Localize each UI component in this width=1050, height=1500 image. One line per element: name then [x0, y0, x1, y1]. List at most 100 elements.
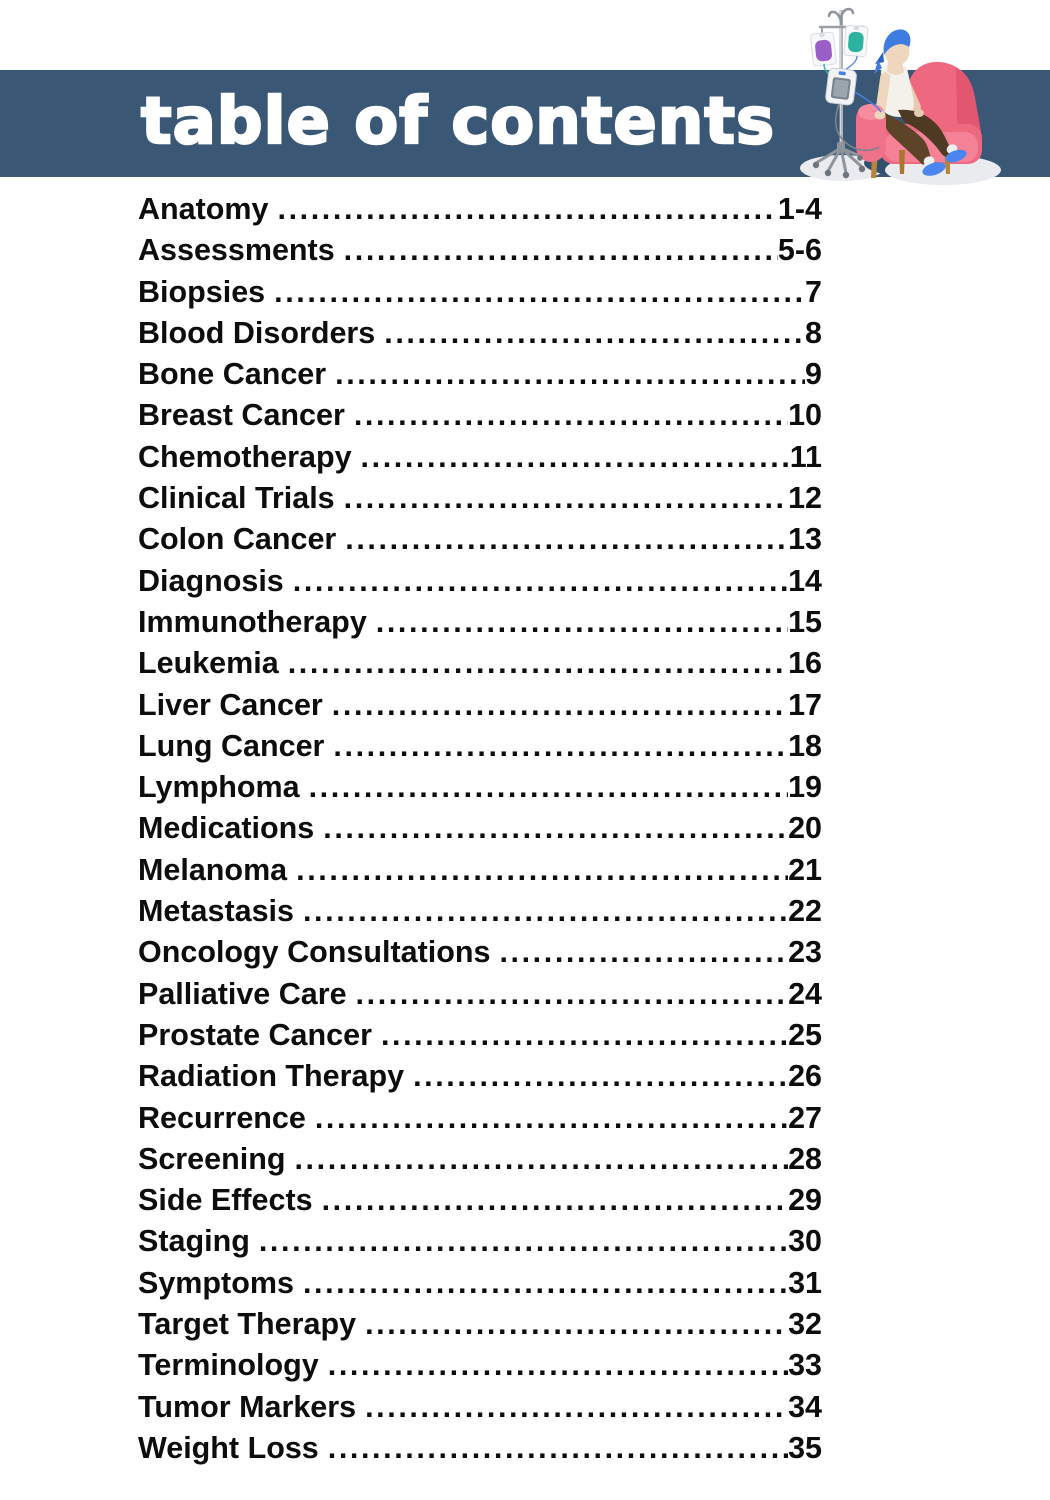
toc-entry-label: Assessments: [138, 233, 335, 268]
iv-line-blue: [854, 91, 882, 113]
toc-entry-label: Biopsies: [138, 274, 266, 309]
toc-entry: Screening ..............................…: [138, 1142, 822, 1183]
toc-entry-page: 26: [788, 1059, 822, 1094]
toc-entry-page: 14: [788, 563, 822, 598]
toc-leader-dots: ........................................…: [258, 1224, 789, 1259]
near-leg: [882, 112, 931, 165]
toc-entry-label: Diagnosis: [138, 563, 284, 598]
toc-entry: Leukemia ...............................…: [138, 646, 822, 687]
toc-entry-label: Recurrence: [138, 1100, 306, 1135]
infusion-pump: [825, 67, 857, 106]
toc-entry-label: Medications: [138, 811, 315, 846]
toc-entry-label: Anatomy: [138, 192, 269, 226]
toc-leader-dots: ........................................…: [345, 522, 789, 557]
toc-entry-label: Target Therapy: [138, 1307, 357, 1342]
headscarf: [883, 29, 911, 55]
toc-leader-dots: ........................................…: [323, 811, 789, 846]
toc-entry-page: 15: [788, 604, 822, 639]
toc-leader-dots: ........................................…: [413, 1059, 788, 1094]
toc-entry: Recurrence .............................…: [138, 1101, 822, 1142]
toc-entry-page: 23: [788, 935, 822, 970]
toc-leader-dots: ........................................…: [327, 1348, 788, 1383]
toc-leader-dots: ........................................…: [314, 1100, 788, 1135]
toc-entry: Medications ............................…: [138, 811, 822, 852]
toc-entry-page: 21: [788, 852, 822, 887]
toc-entry-label: Terminology: [138, 1348, 319, 1383]
iv-line-gray: [835, 103, 880, 152]
patient-hand: [874, 110, 886, 120]
toc-entry: Diagnosis ..............................…: [138, 564, 822, 605]
toc-entry-page: 18: [788, 728, 822, 763]
toc-leader-dots: ........................................…: [331, 687, 788, 722]
toc-entry: Bone Cancer ............................…: [138, 357, 822, 398]
toc-entry: Oncology Consultations .................…: [138, 935, 822, 976]
toc-entry-label: Liver Cancer: [138, 687, 323, 722]
toc-entry-label: Immunotherapy: [138, 604, 367, 639]
toc-entry-page: 31: [788, 1265, 822, 1300]
toc-entry-label: Radiation Therapy: [138, 1059, 405, 1094]
toc-entry: Anatomy ................................…: [138, 192, 822, 233]
chair-leg: [899, 150, 905, 174]
toc-entry: Assessments ............................…: [138, 233, 822, 274]
toc-entry: Lymphoma ...............................…: [138, 770, 822, 811]
toc-entry-page: 17: [788, 687, 822, 722]
chemo-patient-illustration: [800, 7, 1001, 185]
toc-leader-dots: ........................................…: [292, 563, 789, 598]
toc-entry-page: 12: [788, 481, 822, 516]
toc-leader-dots: ........................................…: [321, 1183, 788, 1218]
toc-entry-page: 1-4: [777, 192, 822, 226]
toc-entry-page: 25: [788, 1017, 822, 1052]
toc-entry: Weight Loss ............................…: [138, 1431, 822, 1472]
toc-entry-page: 11: [789, 439, 822, 474]
toc-entry: Staging ................................…: [138, 1224, 822, 1265]
toc-leader-dots: ........................................…: [365, 1307, 788, 1342]
iv-bag-purple: [810, 31, 837, 67]
toc-entry-label: Blood Disorders: [138, 315, 376, 350]
toc-leader-dots: ........................................…: [353, 398, 788, 433]
toc-entry-page: 20: [788, 811, 822, 846]
toc-leader-dots: ........................................…: [360, 439, 790, 474]
toc-entry: Immunotherapy ..........................…: [138, 605, 822, 646]
toc-entry: Biopsies ...............................…: [138, 275, 822, 316]
toc-entry-label: Oncology Consultations: [138, 935, 491, 970]
toc-entry: Colon Cancer ...........................…: [138, 522, 822, 563]
slipper: [922, 162, 946, 176]
toc-leader-dots: ........................................…: [333, 728, 788, 763]
toc-entry: Chemotherapy ...........................…: [138, 440, 822, 481]
toc-entry: Lung Cancer ............................…: [138, 729, 822, 770]
toc-entry-page: 10: [788, 398, 822, 433]
toc-entry: Palliative Care ........................…: [138, 977, 822, 1018]
toc-leader-dots: ........................................…: [327, 1430, 788, 1465]
toc-entry: Prostate Cancer ........................…: [138, 1018, 822, 1059]
pole-wheels: [812, 155, 866, 179]
toc-entry-page: 32: [788, 1307, 822, 1342]
toc-entry-label: Breast Cancer: [138, 398, 345, 433]
toc-leader-dots: ........................................…: [274, 274, 806, 309]
toc-entry-label: Screening: [138, 1141, 286, 1176]
toc-entry-label: Side Effects: [138, 1183, 313, 1218]
toc-leader-dots: ........................................…: [343, 233, 778, 268]
toc-list: Anatomy ................................…: [138, 192, 822, 1472]
toc-entry-page: 19: [788, 770, 822, 805]
toc-entry-label: Weight Loss: [138, 1430, 319, 1465]
toc-entry-page: 8: [805, 315, 822, 350]
toc-entry-page: 28: [788, 1141, 822, 1176]
toc-entry: Liver Cancer ...........................…: [138, 688, 822, 729]
toc-entry-label: Lung Cancer: [138, 728, 325, 763]
toc-entry-page: 5-6: [777, 233, 822, 268]
toc-entry: Melanoma ...............................…: [138, 853, 822, 894]
toc-entry-page: 13: [788, 522, 822, 557]
toc-leader-dots: ........................................…: [365, 1389, 788, 1424]
patient: [874, 29, 967, 176]
toc-entry: Target Therapy .........................…: [138, 1307, 822, 1348]
toc-entry-page: 7: [805, 274, 822, 309]
toc-leader-dots: ........................................…: [343, 481, 788, 516]
toc-entry-label: Leukemia: [138, 646, 279, 681]
toc-entry-label: Lymphoma: [138, 770, 300, 805]
toc-entry-label: Chemotherapy: [138, 439, 352, 474]
toc-leader-dots: ........................................…: [294, 1141, 789, 1176]
toc-entry: Breast Cancer ..........................…: [138, 398, 822, 439]
toc-leader-dots: ........................................…: [302, 1265, 789, 1300]
toc-entry-label: Colon Cancer: [138, 522, 337, 557]
